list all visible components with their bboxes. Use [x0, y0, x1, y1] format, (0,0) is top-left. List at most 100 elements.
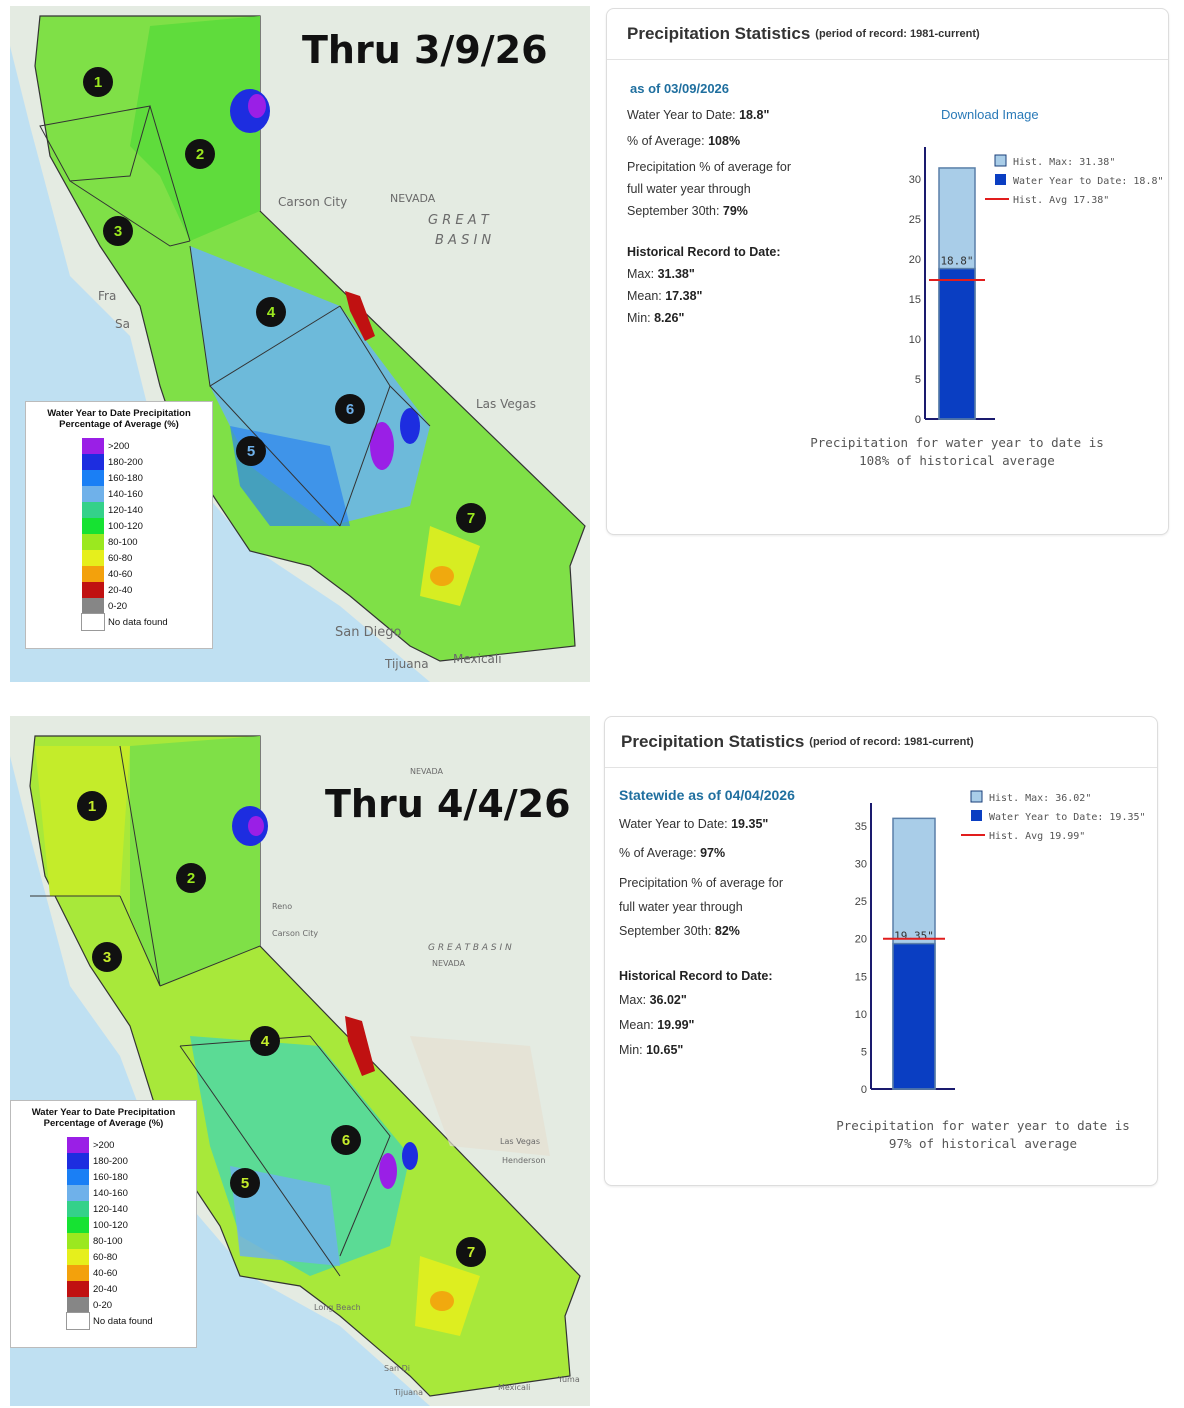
legend-label: 160-180 — [108, 472, 143, 484]
legend-item: 140-160 — [34, 486, 204, 502]
place-fra: Fra — [98, 289, 116, 303]
legend-label: 100-120 — [108, 520, 143, 532]
y-tick-label: 15 — [909, 294, 921, 306]
legend-label: 60-80 — [108, 552, 133, 564]
region-label: 5 — [247, 443, 255, 460]
legend-item: 60-80 — [34, 550, 204, 566]
legend-label: 20-40 — [108, 584, 133, 596]
legend-swatch — [82, 438, 104, 454]
region-marker-3[interactable]: 3 — [103, 216, 133, 246]
region-label: 6 — [346, 401, 354, 418]
legend-label: No data found — [108, 616, 168, 628]
wytd-value: 19.35" — [731, 817, 769, 831]
region-marker-6[interactable]: 6 — [335, 394, 365, 424]
region-marker-6[interactable]: 6 — [331, 1125, 361, 1155]
y-tick-label: 5 — [861, 1046, 867, 1058]
y-tick-label: 25 — [909, 214, 921, 226]
region-label: 2 — [187, 870, 195, 887]
region-label: 6 — [342, 1132, 350, 1149]
place-san-diego: San Diego — [335, 625, 401, 640]
legend-swatch — [66, 1312, 90, 1330]
region-marker-4[interactable]: 4 — [256, 297, 286, 327]
legend-item: 60-80 — [19, 1249, 188, 1265]
panel-title: Precipitation Statistics — [627, 24, 811, 43]
historical-heading: Historical Record to Date: — [619, 969, 773, 983]
legend-item: 20-40 — [34, 582, 204, 598]
legend-label: 100-120 — [93, 1219, 128, 1231]
legend-label: 140-160 — [93, 1187, 128, 1199]
legend-swatch — [67, 1153, 89, 1169]
legend-swatch — [82, 470, 104, 486]
download-image-link[interactable]: Download Image — [941, 107, 1039, 122]
map-bottom[interactable]: NEVADA Reno Carson City G R E A T B A S … — [10, 716, 590, 1406]
panel-subtitle: (period of record: 1981-current) — [809, 736, 974, 748]
y-tick-label: 35 — [855, 821, 867, 833]
legend-swatch-wytd — [995, 174, 1006, 185]
place-tijuana: Tijuana — [393, 1388, 423, 1397]
legend-item: 180-200 — [19, 1153, 188, 1169]
y-tick-label: 0 — [861, 1084, 867, 1096]
legend-swatch — [81, 613, 105, 631]
legend-rows: >200 180-200 160-180 140-160 120-140 100-120 8… — [34, 438, 204, 631]
legend-label: 140-160 — [108, 488, 143, 500]
y-tick-label: 25 — [855, 896, 867, 908]
legend-item: 20-40 — [19, 1281, 188, 1297]
panel-header: Precipitation Statistics (period of reco… — [605, 717, 1157, 768]
bar-water-year-to-date — [938, 267, 976, 420]
region-marker-5[interactable]: 5 — [236, 436, 266, 466]
legend-label: >200 — [108, 440, 130, 452]
legend-label: 80-100 — [93, 1235, 123, 1247]
legend-swatch — [82, 566, 104, 582]
legend-label-hist-max: Hist. Max: 31.38" — [1013, 157, 1115, 168]
full-line2: full water year through — [627, 182, 751, 196]
region-marker-1[interactable]: 1 — [83, 67, 113, 97]
full-value: 82% — [714, 924, 740, 938]
legend-swatch — [82, 598, 104, 614]
legend-swatch-wytd — [971, 810, 982, 821]
legend-item: 0-20 — [34, 598, 204, 614]
precip-bar-chart-bottom: 0 5 10 15 20 25 30 35 19.35" Hist. Max: 36.02" Wat… — [855, 790, 1146, 1096]
full-line3: September 30th: — [619, 924, 712, 938]
legend-bottom: Water Year to Date Precipitation Percent… — [10, 1100, 197, 1348]
y-tick-label: 0 — [915, 414, 921, 426]
region-label: 7 — [467, 510, 475, 527]
region-marker-3[interactable]: 3 — [92, 942, 122, 972]
panel-subtitle: (period of record: 1981-current) — [815, 28, 980, 40]
legend-item: 120-140 — [19, 1201, 188, 1217]
place-reno: Reno — [272, 902, 292, 911]
region-marker-2[interactable]: 2 — [176, 863, 206, 893]
place-carson-city: Carson City — [272, 929, 318, 938]
full-line2: full water year through — [619, 900, 743, 914]
region-label: 5 — [241, 1175, 249, 1192]
mean-value: 17.38" — [665, 289, 703, 303]
map-top-heading: Thru 3/9/26 — [302, 28, 548, 72]
stat-pct: % of Average: 97% — [619, 846, 726, 860]
legend-swatch — [82, 534, 104, 550]
full-line1: Precipitation % of average for — [619, 876, 783, 890]
max-value: 31.38" — [657, 267, 695, 281]
legend-label: 20-40 — [93, 1283, 118, 1295]
region-marker-5[interactable]: 5 — [230, 1168, 260, 1198]
y-tick-label: 15 — [855, 971, 867, 983]
wytd-label: Water Year to Date: — [627, 108, 736, 122]
region-marker-2[interactable]: 2 — [185, 139, 215, 169]
legend-label: 180-200 — [108, 456, 143, 468]
region-label: 1 — [88, 798, 96, 815]
legend-swatch — [82, 582, 104, 598]
legend-item: 40-60 — [19, 1265, 188, 1281]
place-carson-city: Carson City — [278, 195, 347, 209]
caption-line2: 97% of historical average — [888, 1136, 1078, 1151]
region-marker-7[interactable]: 7 — [456, 1237, 486, 1267]
legend-swatch — [67, 1185, 89, 1201]
as-of-date: as of 03/09/2026 — [630, 81, 730, 96]
place-great-basin: G R E A T B A S I N — [428, 943, 512, 953]
legend-item: 180-200 — [34, 454, 204, 470]
legend-swatch — [67, 1265, 89, 1281]
legend-title: Water Year to Date Precipitation Percent… — [31, 1107, 176, 1129]
region-marker-7[interactable]: 7 — [456, 503, 486, 533]
legend-item: 40-60 — [34, 566, 204, 582]
region-marker-4[interactable]: 4 — [250, 1026, 280, 1056]
legend-swatch — [82, 502, 104, 518]
region-marker-1[interactable]: 1 — [77, 791, 107, 821]
region-label: 3 — [103, 949, 111, 966]
